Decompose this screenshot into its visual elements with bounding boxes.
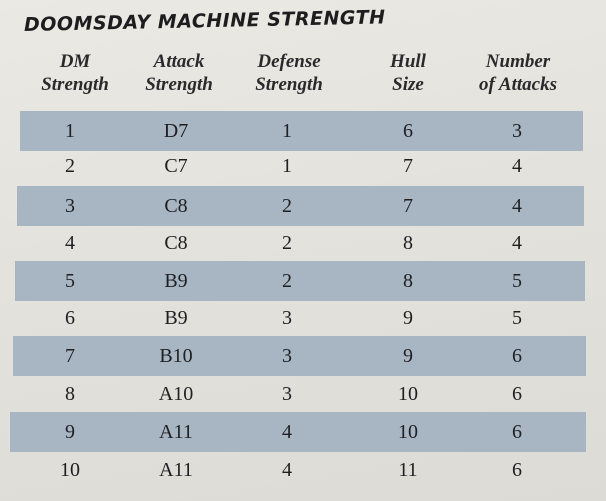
table-cell: 10 [398,421,418,443]
table-row: 4 C8 2 8 4 [17,223,584,263]
table-row: 2 C7 1 7 4 [20,146,583,186]
table-cell: A10 [158,383,194,405]
table-cell: C7 [164,155,188,177]
table-row: 6 B9 3 9 5 [15,298,585,338]
header-line: DM [59,51,91,72]
table-row: 1 D7 1 6 3 [20,111,583,151]
table-cell: 5 [65,270,75,292]
header-line: Defense [257,51,321,72]
table-cell: 10 [60,459,80,481]
table-cell: 5 [512,270,522,292]
table-cell: 7 [65,345,75,367]
table-cell: 2 [282,232,292,254]
table-cell: 9 [403,345,413,367]
table-cell: A11 [159,421,193,443]
header-line: Hull [390,51,426,72]
table-cell: B10 [159,345,193,367]
table-cell: 7 [403,195,413,217]
column-header-attack-strength: Attack Strength [119,50,239,96]
table-cell: C8 [164,232,188,254]
table-cell: 1 [65,120,75,142]
table-cell: 3 [512,120,522,142]
column-header-number-of-attacks: Number of Attacks [458,50,578,96]
table-cell: 4 [282,459,292,481]
header-line: Strength [255,74,323,95]
table-cell: 7 [403,155,413,177]
table-header: DM Strength Attack Strength Defense Stre… [0,50,606,110]
table-title: DOOMSDAY MACHINE STRENGTH [23,6,386,36]
table-cell: B9 [164,270,188,292]
table-cell: 2 [282,270,292,292]
table-cell: 6 [512,459,522,481]
header-line: Number [485,51,551,72]
table-cell: 2 [65,155,75,177]
table-cell: 6 [512,421,522,443]
table-cell: A11 [159,459,193,481]
header-line: Strength [41,74,109,95]
table-cell: 5 [512,307,522,329]
table-cell: C8 [164,195,188,217]
header-line: of Attacks [479,74,557,95]
table-cell: 8 [403,270,413,292]
column-header-dm-strength: DM Strength [15,50,135,96]
table-cell: 1 [282,120,292,142]
table-cell: 4 [512,232,522,254]
table-cell: 9 [65,421,75,443]
table-cell: D7 [163,120,189,142]
table-cell: 8 [403,232,413,254]
table-cell: 3 [282,307,292,329]
table-cell: 3 [65,195,75,217]
table-row: 5 B9 2 8 5 [15,261,585,301]
table-cell: 3 [282,345,292,367]
table-cell: 8 [65,383,75,405]
table-cell: 2 [282,195,292,217]
table-cell: 6 [512,345,522,367]
table-cell: 6 [65,307,75,329]
table-cell: 4 [65,232,75,254]
column-header-hull-size: Hull Size [348,50,468,96]
table-cell: B9 [164,307,188,329]
table-cell: 4 [282,421,292,443]
table-row: 8 A10 3 10 6 [13,374,586,414]
table-cell: 11 [398,459,418,481]
column-header-defense-strength: Defense Strength [229,50,349,96]
table-cell: 4 [512,195,522,217]
table-cell: 6 [512,383,522,405]
table-row: 9 A11 4 10 6 [10,412,586,452]
header-line: Strength [145,74,213,95]
header-line: Attack [153,51,205,72]
table-cell: 9 [403,307,413,329]
table-row: 10 A11 4 11 6 [10,450,586,490]
table-cell: 10 [398,383,418,405]
header-line: Size [392,74,424,95]
table-cell: 3 [282,383,292,405]
table-cell: 1 [282,155,292,177]
table-row: 3 C8 2 7 4 [17,186,584,226]
table-row: 7 B10 3 9 6 [13,336,586,376]
table-cell: 4 [512,155,522,177]
table-cell: 6 [403,120,413,142]
